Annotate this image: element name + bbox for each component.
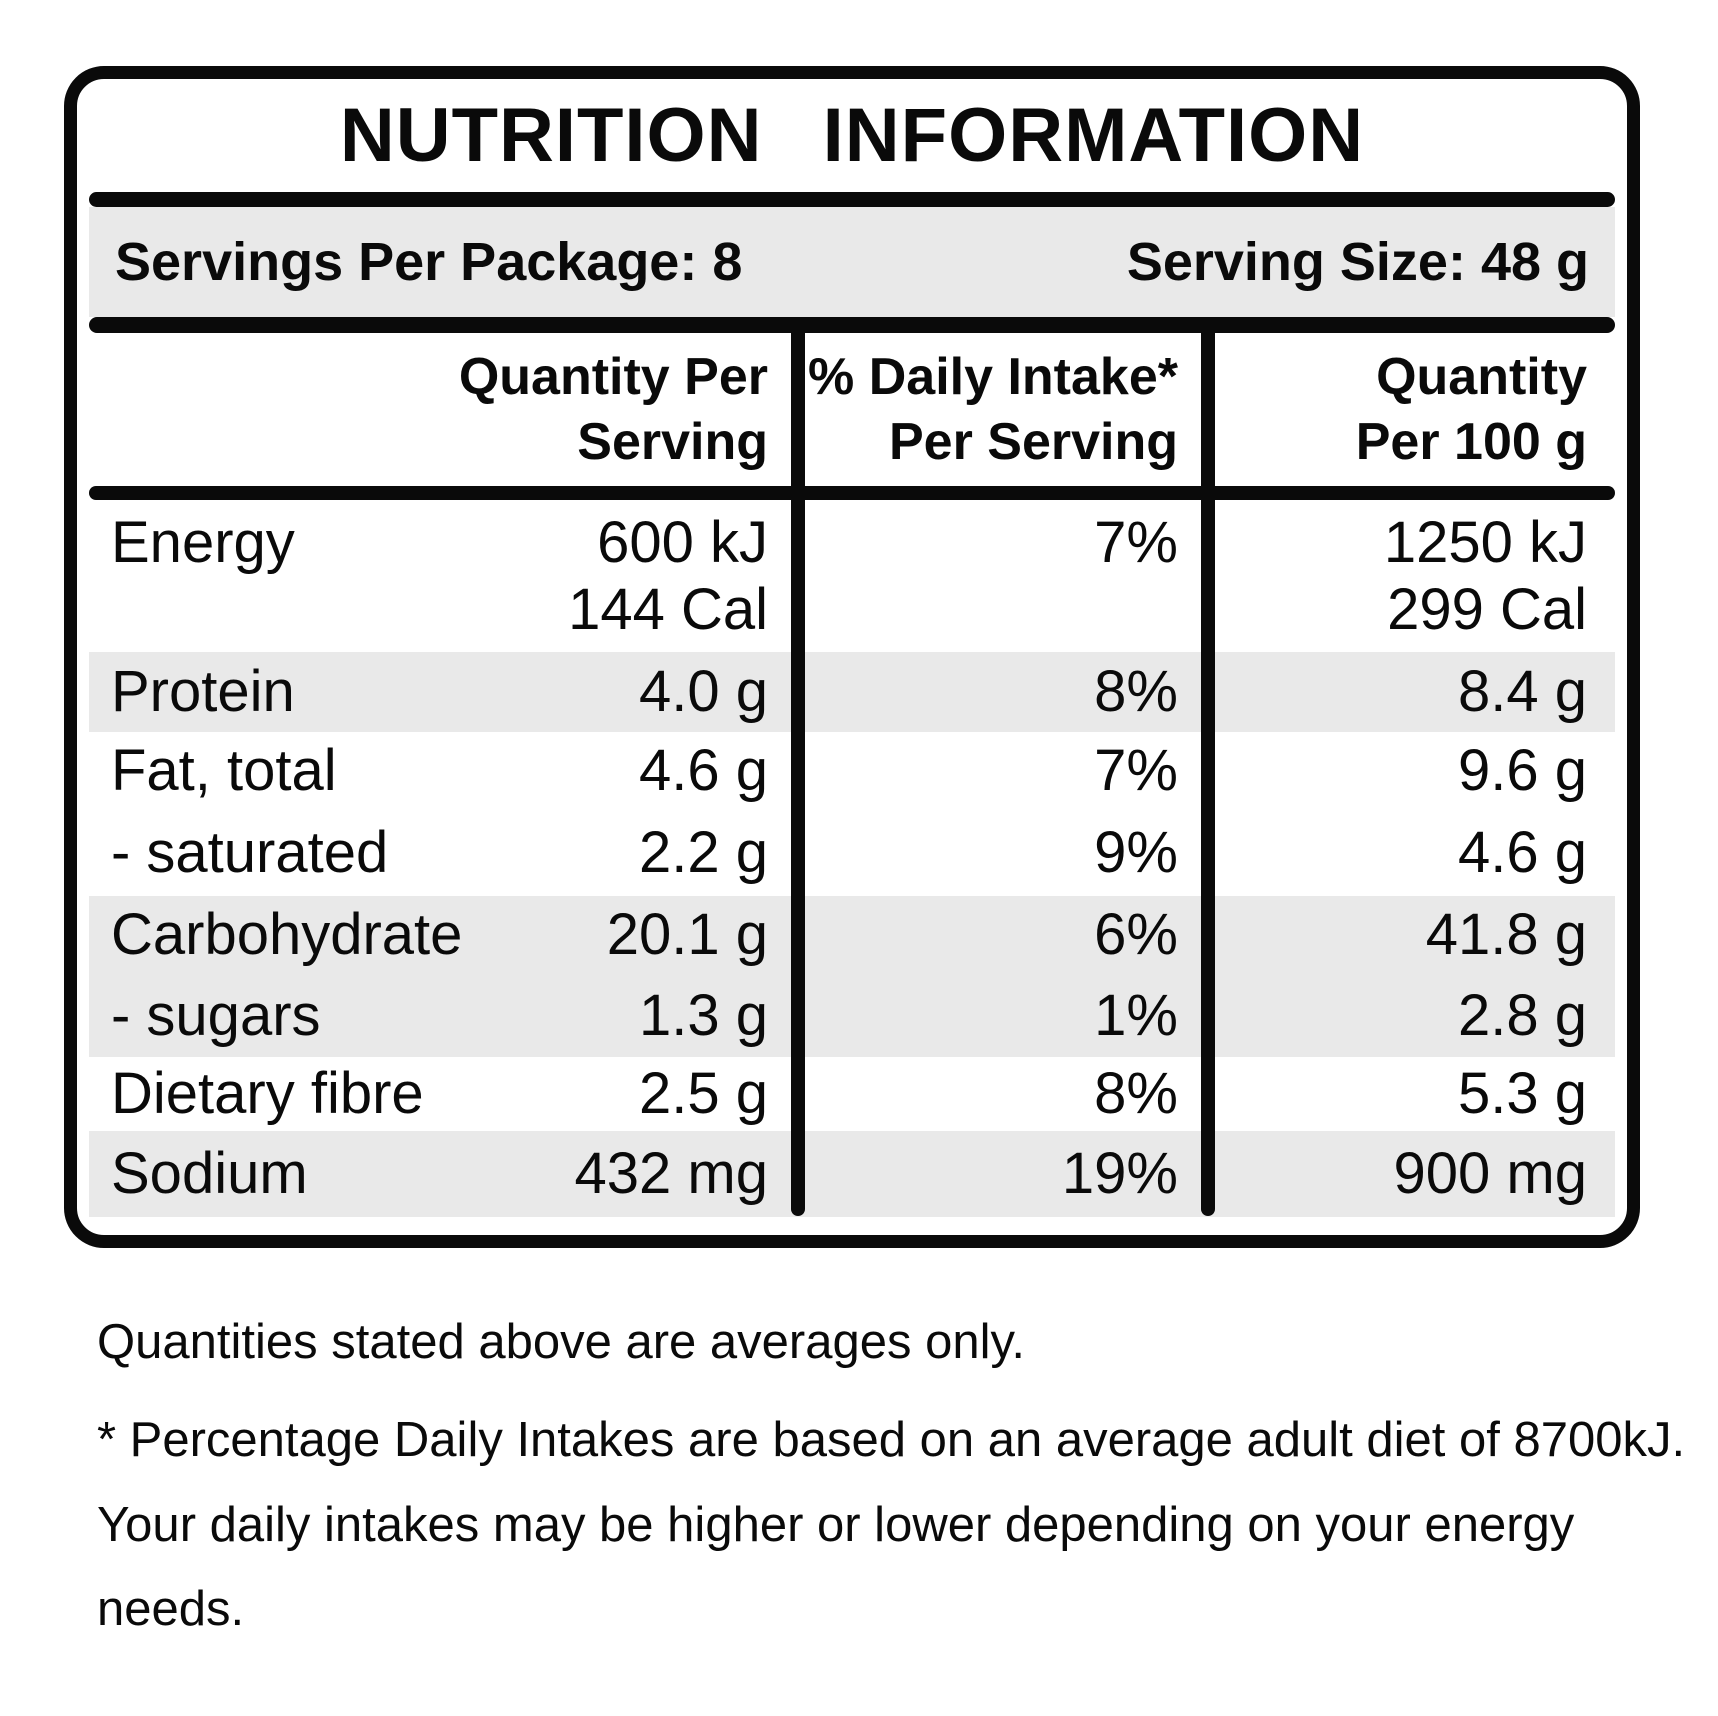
nutrient-per-serving: 4.6 g <box>639 737 768 803</box>
nutrient-daily-intake: 7% <box>1094 737 1178 803</box>
nutrient-row-fat-total: Fat, total 4.6 g 7% 9.6 g <box>89 732 1615 810</box>
nutrient-row-protein: Protein 4.0 g 8% 8.4 g <box>89 652 1615 732</box>
nutrient-daily-intake: 8% <box>1094 1060 1178 1126</box>
header-bottom-rule <box>89 486 1615 500</box>
footnotes: Quantities stated above are averages onl… <box>97 1300 1697 1651</box>
nutrient-per-serving: 20.1 g <box>606 902 768 968</box>
column-divider-1 <box>791 317 805 1216</box>
nutrient-row-sugars: - sugars 1.3 g 1% 2.8 g <box>89 975 1615 1057</box>
header-quantity-per-100g: Quantity Per 100 g <box>1355 347 1587 471</box>
nutrient-per-serving: 2.2 g <box>639 819 768 885</box>
header-daily-intake-per-serving: % Daily Intake* Per Serving <box>808 347 1178 471</box>
nutrition-information-panel: NUTRITION INFORMATION Servings Per Packa… <box>64 66 1640 1248</box>
nutrient-daily-intake: 1% <box>1094 982 1178 1048</box>
nutrient-label: Carbohydrate <box>111 902 463 968</box>
nutrient-label: Energy <box>111 510 295 575</box>
nutrient-per-100g: 900 mg <box>1393 1140 1587 1206</box>
nutrient-daily-intake: 6% <box>1094 902 1178 968</box>
nutrient-daily-intake: 8% <box>1094 658 1178 724</box>
nutrient-per-serving: 432 mg <box>574 1140 768 1206</box>
nutrient-per-serving: 1.3 g <box>639 982 768 1048</box>
footnote-daily-intake: * Percentage Daily Intakes are based on … <box>97 1413 1686 1636</box>
nutrient-row-carbohydrate: Carbohydrate 20.1 g 6% 41.8 g <box>89 896 1615 975</box>
nutrient-per-100g: 9.6 g <box>1458 737 1587 803</box>
nutrition-table: Quantity Per Serving % Daily Intake* Per… <box>89 317 1615 1217</box>
nutrient-per-serving: 600 kJ 144 Cal <box>568 510 768 642</box>
nutrient-row-dietary-fibre: Dietary fibre 2.5 g 8% 5.3 g <box>89 1057 1615 1131</box>
nutrient-label: Protein <box>111 658 295 724</box>
nutrient-per-serving: 2.5 g <box>639 1060 768 1126</box>
nutrient-label: - sugars <box>111 982 321 1048</box>
nutrient-daily-intake: 9% <box>1094 819 1178 885</box>
nutrient-per-100g: 1250 kJ 299 Cal <box>1383 510 1587 642</box>
nutrient-per-100g: 41.8 g <box>1425 902 1587 968</box>
nutrient-per-100g: 2.8 g <box>1458 982 1587 1048</box>
nutrient-daily-intake: 7% <box>1094 510 1178 575</box>
nutrient-row-sodium: Sodium 432 mg 19% 900 mg <box>89 1131 1615 1217</box>
nutrient-label: Dietary fibre <box>111 1060 424 1126</box>
nutrient-per-serving: 4.0 g <box>639 658 768 724</box>
panel-title: NUTRITION INFORMATION <box>339 93 1365 178</box>
nutrient-per-100g: 8.4 g <box>1458 658 1587 724</box>
servings-bottom-rule <box>89 317 1615 333</box>
table-header-row: Quantity Per Serving % Daily Intake* Per… <box>89 333 1615 486</box>
footnote-averages: Quantities stated above are averages onl… <box>97 1315 1025 1369</box>
servings-per-package-text: Servings Per Package: 8 <box>115 232 743 292</box>
nutrient-per-100g: 5.3 g <box>1458 1060 1587 1126</box>
nutrient-per-100g: 4.6 g <box>1458 819 1587 885</box>
servings-row: Servings Per Package: 8 Serving Size: 48… <box>89 207 1615 317</box>
nutrient-daily-intake: 19% <box>1061 1140 1178 1206</box>
nutrient-row-energy: Energy 600 kJ 144 Cal 7% 1250 kJ 299 Cal <box>89 500 1615 652</box>
nutrient-row-saturated: - saturated 2.2 g 9% 4.6 g <box>89 810 1615 896</box>
top-rule <box>89 192 1615 207</box>
header-quantity-per-serving: Quantity Per Serving <box>458 347 768 471</box>
nutrient-label: Sodium <box>111 1140 308 1206</box>
nutrient-label: - saturated <box>111 819 389 885</box>
column-divider-2 <box>1201 317 1215 1216</box>
nutrient-label: Fat, total <box>111 737 337 803</box>
serving-size-text: Serving Size: 48 g <box>1126 232 1589 292</box>
